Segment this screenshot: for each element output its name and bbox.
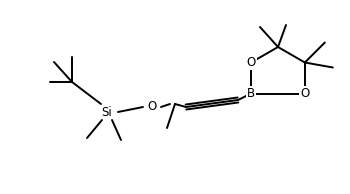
Text: O: O	[300, 87, 309, 100]
Text: B: B	[247, 87, 255, 100]
Text: O: O	[147, 100, 157, 113]
Text: Si: Si	[102, 106, 112, 119]
Text: O: O	[246, 56, 256, 69]
